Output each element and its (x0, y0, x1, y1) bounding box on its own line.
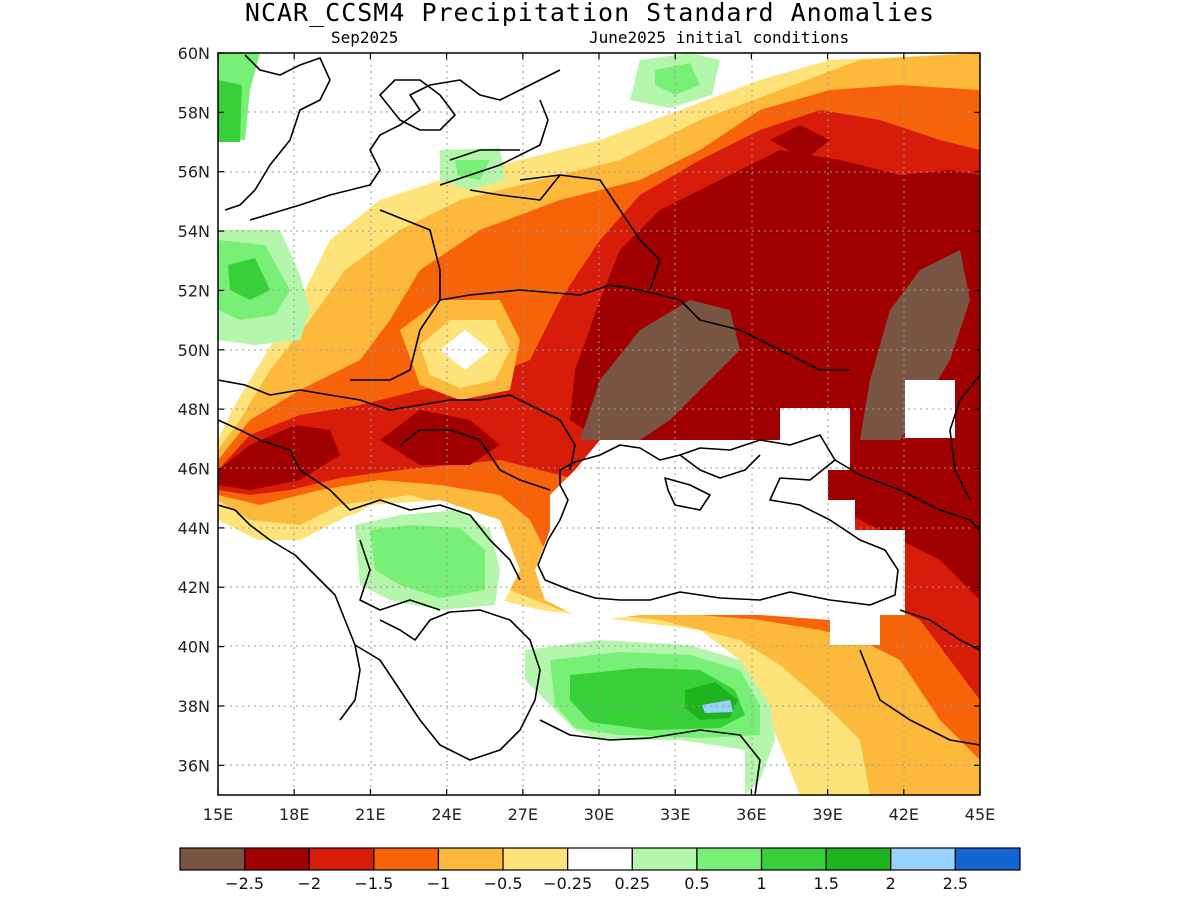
colorbar-label: −1 (427, 874, 451, 893)
border-ukraine-north (439, 284, 850, 371)
x-tick-label: 15E (203, 805, 233, 824)
anomaly-region-neutral-aegean (218, 555, 760, 795)
y-tick-label: 48N (178, 400, 210, 419)
colorbar-swatch (696, 847, 763, 871)
anomaly-region-green-balkans (370, 525, 485, 598)
y-tick-label: 54N (178, 222, 210, 241)
anomaly-region-mid-green-germany (228, 258, 270, 300)
x-tick-label: 45E (965, 805, 995, 824)
x-tick-label: 27E (508, 805, 538, 824)
anomaly-region-brown-russia (860, 250, 970, 440)
anomaly-region-brown-ukraine (580, 300, 740, 440)
x-tick-label: 36E (736, 805, 766, 824)
x-tick-label: 24E (431, 805, 461, 824)
y-tick-label: 42N (178, 578, 210, 597)
colorbar-swatch (373, 847, 440, 871)
crimea-coastline (664, 477, 711, 511)
y-tick-label: 56N (178, 163, 210, 182)
y-tick-label: 36N (178, 756, 210, 775)
y-axis-labels: 60N 58N 56N 54N 52N 50N 48N 46N 44N 42N 40N 38N 36N (178, 44, 210, 775)
turkey-south-coastline (539, 719, 761, 795)
border-carpathians (269, 389, 576, 471)
coastlines-and-borders (218, 54, 980, 795)
azov-sea-coastline (679, 454, 761, 479)
colorbar-label: −0.25 (543, 874, 592, 893)
colorbar-swatch (825, 847, 892, 871)
colorbar-swatch (760, 847, 827, 871)
colorbar-swatch (308, 847, 375, 871)
y-tick-label: 46N (178, 460, 210, 479)
baltic-coastline (249, 69, 561, 221)
graticule (218, 53, 980, 795)
colorbar-label: 1 (756, 874, 766, 893)
colorbar-swatch (244, 847, 310, 871)
anomaly-region-dark-red-west (218, 425, 340, 490)
anomaly-region-neutral-caucasus (905, 380, 955, 438)
x-tick-label: 21E (355, 805, 385, 824)
x-tick-label: 30E (584, 805, 614, 824)
anomaly-region-dark-red (570, 150, 980, 600)
y-tick-label: 58N (178, 103, 210, 122)
border-turkey-east (859, 609, 980, 746)
x-tick-label: 18E (279, 805, 309, 824)
chart-title: NCAR_CCSM4 Precipitation Standard Anomal… (244, 0, 936, 27)
colorbar-swatch (954, 847, 1021, 871)
y-tick-label: 44N (178, 519, 210, 538)
colorbar-swatch (890, 847, 956, 871)
aegean-coastline (354, 609, 541, 761)
black-sea-neutral (535, 408, 905, 645)
y-tick-label: 38N (178, 697, 210, 716)
x-tick-label: 42E (889, 805, 919, 824)
x-tick-label: 39E (812, 805, 842, 824)
colorbar-label: 1.5 (813, 874, 838, 893)
x-axis-labels: 15E 18E 21E 24E 27E 30E 33E 36E 39E 42E 45E (203, 805, 995, 824)
caspian-coastline (949, 374, 980, 501)
anomaly-region-green-russia-north (655, 63, 700, 95)
colorbar-swatch (437, 847, 504, 871)
border-alpine (218, 379, 301, 471)
border-balkans (299, 469, 521, 611)
colorbar-label: −0.5 (484, 874, 523, 893)
colorbar-label: 0.5 (684, 874, 709, 893)
colorbar-swatch (179, 847, 246, 871)
colorbar-swatch (502, 847, 569, 871)
y-tick-label: 60N (178, 44, 210, 63)
colorbar-label: 0.25 (614, 874, 650, 893)
initial-conditions-label: June2025 initial conditions (589, 28, 850, 47)
black-sea-coastline (537, 434, 899, 606)
scandinavia-coastline (224, 54, 456, 211)
y-tick-label: 40N (178, 638, 210, 657)
border-romania (399, 429, 551, 491)
colorbar-swatch (567, 847, 633, 871)
border-russia-south (834, 459, 980, 531)
anomaly-field (218, 53, 980, 795)
colorbar-label: 2 (886, 874, 896, 893)
border-poland (350, 209, 441, 381)
valid-month-label: Sep2025 (331, 28, 399, 47)
y-tick-label: 50N (178, 341, 210, 360)
adriatic-coastline (218, 504, 361, 721)
colorbar-label: −2 (297, 874, 321, 893)
anomaly-region-dark-red-romania (380, 410, 500, 465)
colorbar-label: −1.5 (354, 874, 393, 893)
anomaly-region-green-baltics (455, 160, 490, 180)
axis-tick-marks (217, 52, 981, 795)
anomaly-region-dark-red-north (770, 125, 830, 160)
colorbar-label: −2.5 (225, 874, 264, 893)
colorbar-swatch (631, 847, 698, 871)
border-baltic-states (449, 149, 561, 201)
anomaly-region-mid-green-scandinavia (218, 80, 242, 142)
y-tick-label: 52N (178, 281, 210, 300)
colorbar-labels: −2.5 −2 −1.5 −1 −0.5 −0.25 0.25 0.5 1 1.5 2 2.5 (225, 874, 968, 893)
x-tick-label: 33E (660, 805, 690, 824)
colorbar (179, 847, 1021, 871)
colorbar-label: 2.5 (943, 874, 968, 893)
